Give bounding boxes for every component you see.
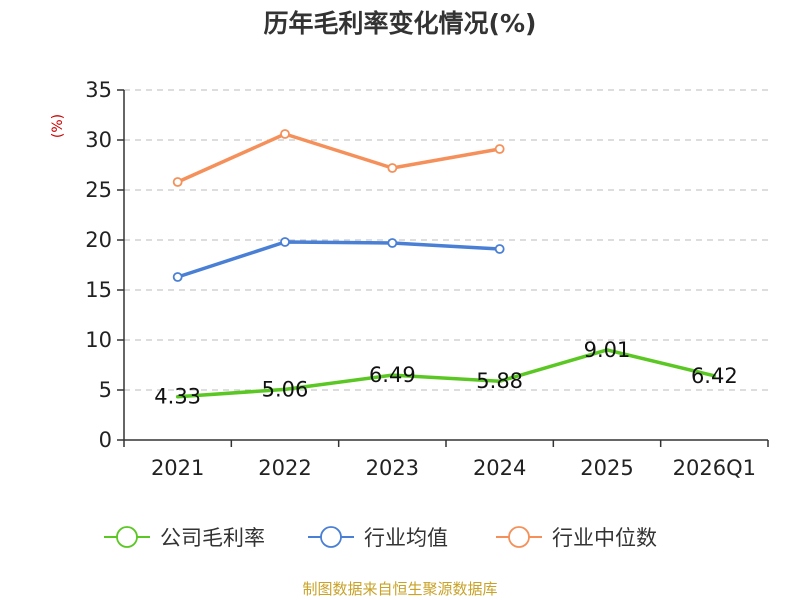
y-tick-label: 15: [85, 278, 112, 302]
y-tick-label: 10: [85, 328, 112, 352]
legend-marker: [508, 526, 530, 548]
x-tick-label: 2022: [258, 456, 311, 480]
legend-label: 公司毛利率: [160, 526, 265, 550]
legend-item-2: 行业中位数: [496, 526, 657, 550]
x-tick-label: 2021: [151, 456, 204, 480]
data-labels: 4.33 5.06 6.49 5.88 9.01 6.42: [154, 338, 737, 409]
data-label: 6.49: [369, 363, 416, 387]
data-point: [494, 144, 505, 154]
legend: 公司毛利率 行业均值 行业中位数: [104, 526, 657, 550]
y-tick-label: 25: [85, 178, 112, 202]
legend-marker: [116, 526, 138, 548]
legend-item-1: 行业均值: [308, 526, 448, 550]
y-tick-label: 30: [85, 128, 112, 152]
data-label: 9.01: [584, 338, 631, 362]
x-tick-label: 2026Q1: [673, 456, 756, 480]
x-tick-label: 2023: [366, 456, 419, 480]
y-axis-unit: (%): [50, 114, 66, 138]
y-tick-label: 20: [85, 228, 112, 252]
x-tick-label: 2024: [473, 456, 526, 480]
data-label: 5.06: [262, 377, 309, 401]
data-point: [172, 177, 183, 187]
y-tick-label: 5: [99, 378, 112, 402]
data-point: [280, 129, 290, 139]
legend-label: 行业中位数: [552, 526, 657, 550]
data-point: [280, 237, 290, 247]
series-line-2: [175, 132, 502, 184]
series-line-1: [175, 240, 502, 279]
y-tick-label: 35: [85, 78, 112, 102]
chart-title: 历年毛利率变化情况(%): [263, 9, 537, 38]
legend-label: 行业均值: [364, 526, 448, 550]
legend-marker: [320, 526, 342, 548]
data-point: [387, 238, 398, 248]
source-note: 制图数据来自恒生聚源数据库: [302, 580, 498, 598]
series-lines: [172, 129, 717, 399]
legend-item-0: 公司毛利率: [104, 526, 265, 550]
data-point: [172, 272, 183, 282]
x-tick-label: 2025: [580, 456, 633, 480]
data-point: [387, 163, 398, 173]
data-label: 4.33: [154, 385, 201, 409]
data-point: [494, 244, 505, 254]
y-tick-label: 0: [99, 428, 112, 452]
grid-lines: [124, 89, 768, 391]
data-label: 5.88: [476, 369, 523, 393]
series-line-0: [175, 348, 717, 399]
data-label: 6.42: [691, 364, 738, 388]
